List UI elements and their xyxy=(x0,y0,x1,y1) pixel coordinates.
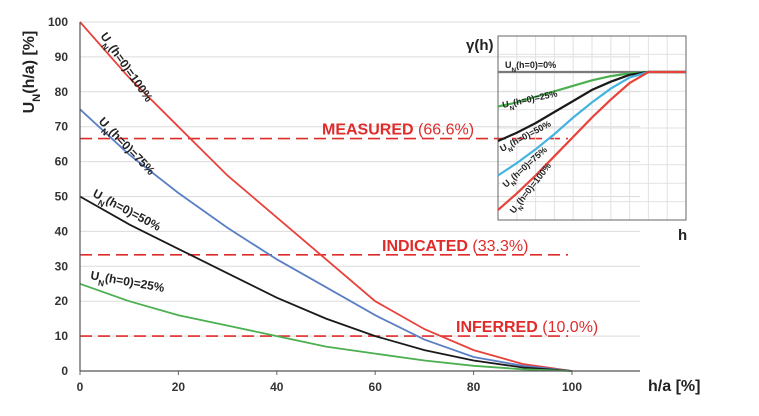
x-tick-label: 80 xyxy=(467,380,481,394)
x-axis-title-text: h/a [%] xyxy=(648,378,700,395)
x-tick-label: 60 xyxy=(369,380,383,394)
inset-frame xyxy=(497,35,687,221)
y-axis-title: UN(h/a) [%] xyxy=(21,31,43,114)
y-tick-label: 70 xyxy=(55,120,69,134)
y-tick-label: 60 xyxy=(55,155,69,169)
y-tick-label: 50 xyxy=(55,190,69,204)
y-tick-label: 80 xyxy=(55,85,69,99)
inset-series-label-1: UN(h=0)=0% xyxy=(505,60,556,74)
inset-chart: UN(h=0)=0%UN(h=0)=25%UN(h=0)=50%UN(h=0)=… xyxy=(466,35,687,244)
series-line-3 xyxy=(79,195,573,372)
main-axes xyxy=(79,22,640,375)
series-label-1: UN(h=0)=100% xyxy=(94,30,156,107)
series-line-1 xyxy=(79,21,573,372)
x-axis-title: h/a [%] xyxy=(648,378,700,395)
inset-y-axis-title: γ(h) xyxy=(466,37,494,54)
threshold-label-inferred: INFERRED (10.0%) xyxy=(456,319,598,336)
main-series xyxy=(79,21,573,372)
main-grid xyxy=(80,21,640,337)
series-label-4: UN(h=0)=25% xyxy=(89,268,166,299)
inset-series-line-5 xyxy=(497,70,686,211)
series-line-2 xyxy=(79,108,573,372)
y-tick-label: 20 xyxy=(55,294,69,308)
y-tick-label: 30 xyxy=(55,259,69,273)
x-tick-label: 40 xyxy=(270,380,284,394)
y-tick-label: 90 xyxy=(55,50,69,64)
y-tick-label: 0 xyxy=(61,364,68,378)
y-tick-label: 10 xyxy=(55,329,69,343)
series-line-4 xyxy=(79,282,573,372)
y-tick-label: 40 xyxy=(55,224,69,238)
y-axis-title-text: UN(h/a) [%] xyxy=(21,31,43,114)
threshold-label-measured: MEASURED (66.6%) xyxy=(322,122,474,139)
x-tick-label: 20 xyxy=(172,380,186,394)
x-tick-label: 100 xyxy=(562,380,582,394)
series-label-3: UN(h=0)=50% xyxy=(89,186,164,237)
x-tick-label: 0 xyxy=(77,380,84,394)
y-tick-label: 100 xyxy=(48,15,68,29)
threshold-lines xyxy=(80,137,568,337)
threshold-label-indicated: INDICATED (33.3%) xyxy=(382,238,528,255)
series-label-2: UN(h=0)=75% xyxy=(93,114,158,181)
inset-x-axis-title: h xyxy=(678,227,687,244)
